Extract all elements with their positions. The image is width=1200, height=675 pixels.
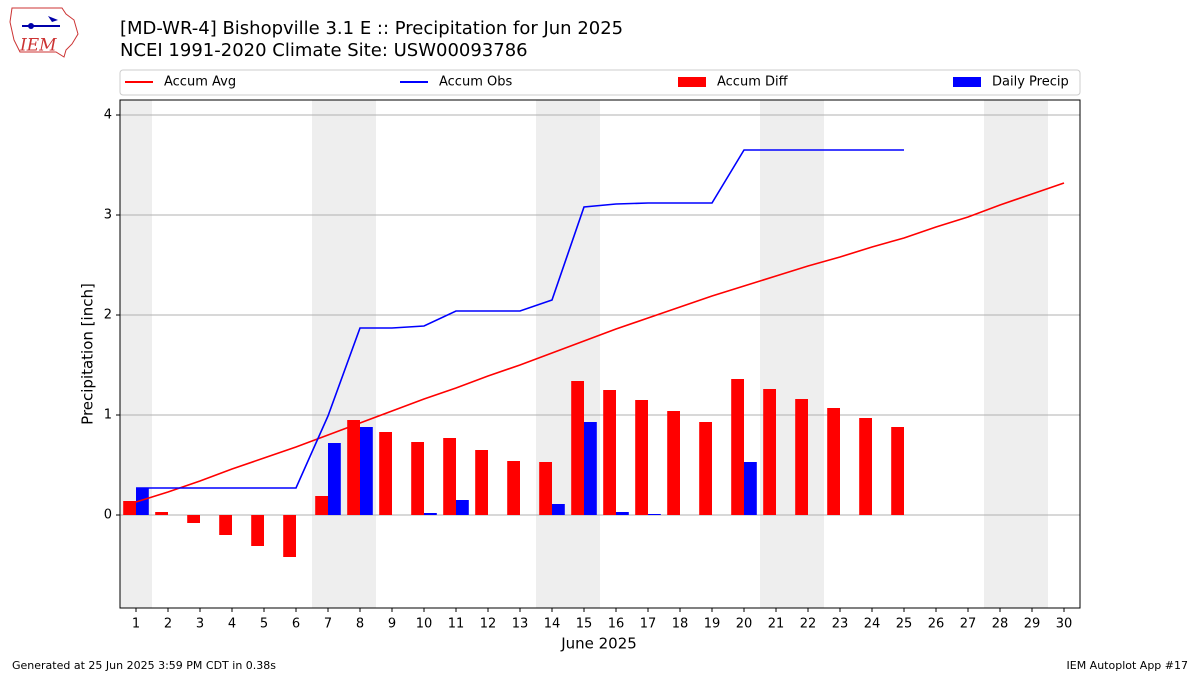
y-tick-label: 4 (104, 108, 112, 123)
x-tick-label: 14 (544, 617, 561, 632)
footer-right: IEM Autoplot App #17 (1067, 659, 1189, 672)
bar (283, 515, 296, 557)
x-tick-label: 9 (388, 617, 396, 632)
bar (603, 390, 616, 515)
bar (731, 379, 744, 515)
bar (635, 400, 648, 515)
bar (424, 513, 437, 515)
weekend-shade (344, 100, 376, 608)
x-tick-label: 6 (292, 617, 300, 632)
x-tick-label: 4 (228, 617, 236, 632)
x-tick-label: 29 (1024, 617, 1041, 632)
x-tick-label: 5 (260, 617, 268, 632)
bar (744, 462, 757, 515)
weekend-shade (984, 100, 1016, 608)
x-tick-label: 27 (960, 617, 977, 632)
x-tick-label: 3 (196, 617, 204, 632)
bar (552, 504, 565, 515)
x-tick-label: 21 (768, 617, 785, 632)
x-tick-label: 10 (416, 617, 433, 632)
legend-label: Daily Precip (992, 75, 1069, 90)
line (136, 149, 904, 489)
bar (571, 381, 584, 515)
logo: IEM (9, 7, 79, 58)
bar (891, 427, 904, 515)
x-tick-label: 2 (164, 617, 172, 632)
bar (584, 422, 597, 515)
weekend-shade (792, 100, 824, 608)
x-tick-label: 30 (1056, 617, 1073, 632)
chart-title: [MD-WR-4] Bishopville 3.1 E :: Precipita… (120, 18, 623, 39)
x-tick-label: 20 (736, 617, 753, 632)
weekend-shade (120, 100, 152, 608)
x-tick-label: 11 (448, 617, 465, 632)
bar (763, 389, 776, 515)
bar (155, 512, 168, 515)
x-tick-label: 25 (896, 617, 913, 632)
x-tick-label: 13 (512, 617, 529, 632)
x-tick-label: 12 (480, 617, 497, 632)
x-tick-label: 26 (928, 617, 945, 632)
bar (827, 408, 840, 515)
bar (123, 501, 136, 515)
x-tick-label: 23 (832, 617, 849, 632)
weekend-shade (312, 100, 344, 608)
y-tick-label: 2 (104, 308, 112, 323)
weekend-shade (568, 100, 600, 608)
weekend-shade (536, 100, 568, 608)
bar (648, 514, 661, 515)
bar (328, 443, 341, 515)
bar (315, 496, 328, 515)
legend-swatch (953, 77, 981, 87)
line (135, 182, 1065, 503)
weekend-shade (760, 100, 792, 608)
bar (219, 515, 232, 535)
bar (539, 462, 552, 515)
bar (411, 442, 424, 515)
x-axis-label: June 2025 (560, 635, 637, 653)
bar (187, 515, 200, 523)
bar (360, 427, 373, 515)
plot-frame (119, 99, 1081, 609)
x-tick-label: 17 (640, 617, 657, 632)
bar (699, 422, 712, 515)
x-tick-label: 18 (672, 617, 689, 632)
legend-label: Accum Diff (717, 75, 789, 90)
x-tick-label: 22 (800, 617, 817, 632)
bar (859, 418, 872, 515)
x-tick-label: 8 (356, 617, 364, 632)
x-tick-label: 24 (864, 617, 881, 632)
bar (795, 399, 808, 515)
y-axis-label: Precipitation [inch] (79, 283, 97, 425)
x-tick-label: 28 (992, 617, 1009, 632)
x-tick-label: 15 (576, 617, 593, 632)
bar (475, 450, 488, 515)
y-tick-label: 3 (104, 208, 112, 223)
bar (507, 461, 520, 515)
y-tick-label: 1 (104, 408, 112, 423)
footer-left: Generated at 25 Jun 2025 3:59 PM CDT in … (12, 659, 276, 672)
x-tick-label: 1 (132, 617, 140, 632)
y-tick-label: 0 (104, 508, 112, 523)
bar (456, 500, 469, 515)
bar (667, 411, 680, 515)
legend-swatch (678, 77, 706, 87)
bar (443, 438, 456, 515)
bar (379, 432, 392, 515)
x-tick-label: 7 (324, 617, 332, 632)
bar (616, 512, 629, 515)
legend-label: Accum Obs (439, 75, 512, 90)
bar (347, 420, 360, 515)
x-tick-label: 16 (608, 617, 625, 632)
chart-subtitle: NCEI 1991-2020 Climate Site: USW00093786 (120, 40, 528, 61)
legend-box (119, 69, 1081, 96)
bar (251, 515, 264, 546)
weekend-shade (1016, 100, 1048, 608)
logo-text: IEM (19, 36, 57, 56)
x-tick-label: 19 (704, 617, 721, 632)
bar (136, 488, 149, 515)
legend-label: Accum Avg (164, 75, 236, 90)
